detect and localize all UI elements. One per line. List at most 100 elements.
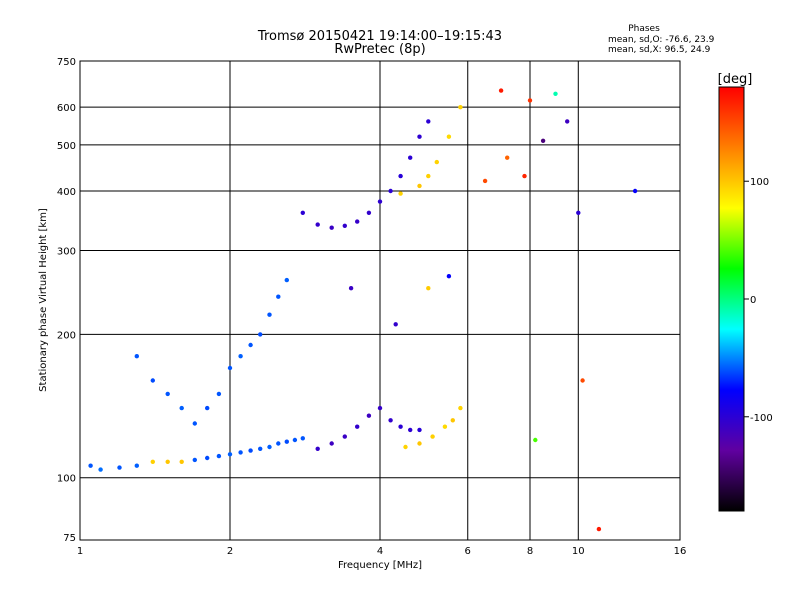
data-point [248, 342, 253, 348]
data-point [98, 467, 103, 472]
data-point [408, 427, 413, 433]
data-point [505, 155, 510, 160]
colorbar [718, 86, 745, 512]
data-point [315, 222, 320, 227]
data-point [417, 183, 422, 189]
data-point [329, 225, 334, 230]
data-point [134, 354, 139, 359]
x-tick-labels: 1 2 4 6 8 10 16 [77, 546, 687, 557]
chart-title: Tromsø 20150421 19:14:00–19:15:43 [257, 29, 502, 44]
data-point [88, 463, 93, 468]
data-point [267, 444, 272, 450]
data-point [267, 312, 272, 317]
x-tick-label: 10 [572, 546, 585, 557]
data-point [248, 448, 253, 453]
colorbar-label: [deg] [718, 72, 753, 87]
data-point [292, 437, 298, 443]
data-point [403, 444, 408, 450]
data-point [446, 134, 452, 139]
data-point [227, 365, 233, 371]
data-point [576, 210, 581, 215]
data-point [377, 405, 383, 411]
data-point [179, 405, 184, 411]
y-axis-label: Stationary phase Virtual Height [km] [38, 208, 49, 392]
data-point [300, 436, 305, 441]
data-point [540, 138, 546, 143]
data-point [417, 427, 422, 433]
data-point [258, 332, 263, 337]
data-point [165, 459, 170, 464]
data-point [430, 434, 435, 439]
data-point [134, 463, 139, 468]
data-point [342, 223, 347, 228]
data-point [458, 105, 463, 110]
data-point [179, 459, 184, 464]
data-point [117, 465, 122, 470]
data-point [348, 286, 354, 291]
y-tick-labels: 75 100 200 300 400 500 600 750 [57, 57, 76, 544]
colorbar-tick-label: 0 [750, 295, 756, 306]
data-point [205, 405, 210, 411]
data-point [398, 191, 403, 196]
data-point [388, 188, 393, 194]
x-tick-label: 8 [527, 546, 533, 557]
data-point [632, 188, 638, 194]
y-tick-label: 200 [57, 330, 76, 341]
data-point [417, 134, 422, 139]
x-tick-label: 2 [227, 546, 233, 557]
data-point [366, 210, 372, 215]
x-tick-label: 4 [377, 546, 383, 557]
data-point [238, 450, 243, 455]
data-point [596, 526, 602, 532]
y-tick-label: 500 [57, 141, 76, 152]
data-point [450, 418, 455, 423]
data-point [482, 178, 488, 184]
data-point [192, 421, 197, 426]
data-point [216, 453, 222, 459]
colorbar-ticks: 100 0 -100 [744, 177, 773, 424]
data-point [300, 210, 305, 215]
data-point [398, 424, 403, 429]
y-tick-label: 75 [63, 533, 76, 544]
data-point [258, 446, 263, 451]
x-tick-label: 16 [674, 546, 687, 557]
y-tick-label: 100 [57, 474, 76, 485]
data-point [398, 173, 403, 179]
data-point [442, 424, 448, 429]
data-point [238, 354, 243, 359]
data-point [553, 91, 558, 97]
data-point [315, 446, 320, 451]
data-point [522, 173, 527, 179]
data-point [580, 378, 585, 383]
data-point [165, 391, 170, 397]
colorbar-tick-label: -100 [750, 413, 773, 424]
data-point [426, 286, 431, 291]
x-axis-label: Frequency [MHz] [338, 560, 422, 571]
y-tick-label: 750 [57, 57, 76, 68]
data-point [150, 378, 155, 383]
data-point [284, 439, 289, 444]
data-point [227, 452, 233, 457]
data-point [276, 441, 281, 446]
data-point [408, 155, 413, 160]
data-point [342, 434, 347, 439]
data-point [355, 219, 360, 224]
grid-layer [80, 61, 680, 540]
y-tick-label: 600 [57, 103, 76, 114]
data-point [216, 391, 222, 397]
data-point [417, 441, 422, 446]
data-point [426, 173, 431, 179]
x-tick-label: 1 [77, 546, 83, 557]
data-point [458, 405, 463, 411]
data-point [377, 199, 383, 204]
data-point [527, 98, 533, 103]
data-point [276, 294, 281, 299]
data-point [355, 424, 360, 429]
data-point [329, 441, 334, 446]
data-point [533, 437, 538, 443]
data-point [498, 88, 504, 93]
stats-line-x: mean, sd,X: 96.5, 24.9 [608, 45, 711, 55]
x-tick-label: 6 [465, 546, 471, 557]
data-point [434, 159, 439, 165]
